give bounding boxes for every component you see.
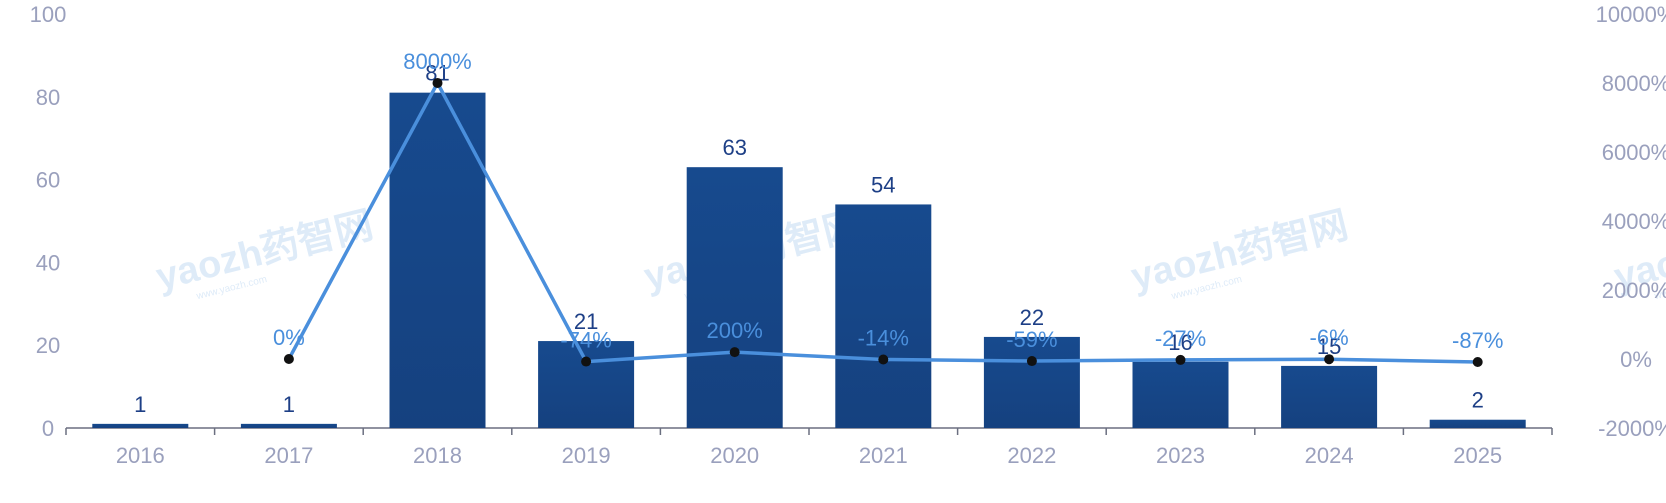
bar — [1281, 365, 1378, 428]
y-left-tick-label: 20 — [36, 333, 60, 358]
growth-marker — [581, 356, 592, 367]
x-tick-label: 2022 — [1007, 443, 1056, 468]
y-right-tick-label: 2000% — [1602, 278, 1666, 303]
y-right-tick-label: 8000% — [1602, 71, 1666, 96]
bar-series — [92, 92, 1526, 428]
x-tick-label: 2023 — [1156, 443, 1205, 468]
x-tick-label: 2024 — [1305, 443, 1354, 468]
growth-value-label: -6% — [1310, 325, 1349, 350]
growth-value-label: -59% — [1006, 327, 1057, 352]
growth-marker — [729, 347, 740, 358]
y-left-tick-label: 100 — [30, 2, 67, 27]
bar — [389, 92, 486, 428]
growth-value-label: 200% — [707, 318, 763, 343]
bar-value-label: 63 — [722, 135, 746, 160]
growth-labels: 0% 8000% -74% 200% -14% -59% -27% -6% -87% — [273, 49, 1503, 353]
y-left-tick-label: 60 — [36, 168, 60, 193]
growth-marker — [1026, 356, 1037, 367]
growth-line-series — [283, 78, 1483, 368]
bar-value-label: 1 — [134, 392, 146, 417]
x-tick-label: 2020 — [710, 443, 759, 468]
bar-value-label: 16 — [1168, 330, 1192, 355]
x-tick-label: 2018 — [413, 443, 462, 468]
bar-value-label: 1 — [283, 392, 295, 417]
growth-marker — [1472, 357, 1483, 368]
y-right-tick-label: 0% — [1620, 347, 1652, 372]
growth-value-label: -14% — [858, 325, 909, 350]
growth-marker — [1324, 354, 1335, 365]
y-left-tick-label: 80 — [36, 85, 60, 110]
y-left-tick-label: 40 — [36, 250, 60, 275]
y-axis-left: 0 20 40 60 80 100 — [30, 2, 67, 441]
growth-value-label: -27% — [1155, 326, 1206, 351]
bar — [240, 423, 337, 428]
y-left-tick-label: 0 — [42, 416, 54, 441]
bar-value-label: 2 — [1472, 388, 1484, 413]
y-right-tick-label: -2000% — [1598, 416, 1666, 441]
x-tick-label: 2025 — [1453, 443, 1502, 468]
growth-value-label: -87% — [1452, 328, 1503, 353]
growth-marker — [283, 354, 294, 364]
y-right-tick-label: 4000% — [1602, 209, 1666, 234]
growth-marker — [878, 354, 889, 365]
bar — [92, 423, 189, 428]
growth-value-label: -74% — [560, 328, 611, 353]
x-tick-label: 2019 — [562, 443, 611, 468]
bar — [1429, 419, 1526, 428]
bar — [538, 341, 635, 428]
bar — [835, 204, 932, 428]
x-tick-label: 2021 — [859, 443, 908, 468]
growth-marker — [432, 78, 443, 88]
bar-value-label: 21 — [574, 309, 598, 334]
growth-value-label: 0% — [273, 325, 305, 350]
bar — [686, 167, 783, 428]
bar — [1132, 361, 1229, 428]
x-tick-label: 2016 — [116, 443, 165, 468]
x-tick-label: 2017 — [264, 443, 313, 468]
y-right-tick-label: 6000% — [1602, 140, 1666, 165]
bar-value-label: 54 — [871, 172, 895, 197]
y-right-tick-label: 10000% — [1596, 2, 1666, 27]
bar — [983, 336, 1080, 428]
growth-marker — [1175, 354, 1186, 365]
y-axis-right: -2000% 0% 2000% 4000% 6000% 8000% 10000% — [1596, 2, 1666, 441]
bar-value-label: 22 — [1020, 305, 1044, 330]
x-axis: 2016 2017 2018 2019 2020 2021 2022 2023 2024 2025 — [65, 427, 1553, 468]
growth-value-label: 8000% — [403, 49, 472, 74]
